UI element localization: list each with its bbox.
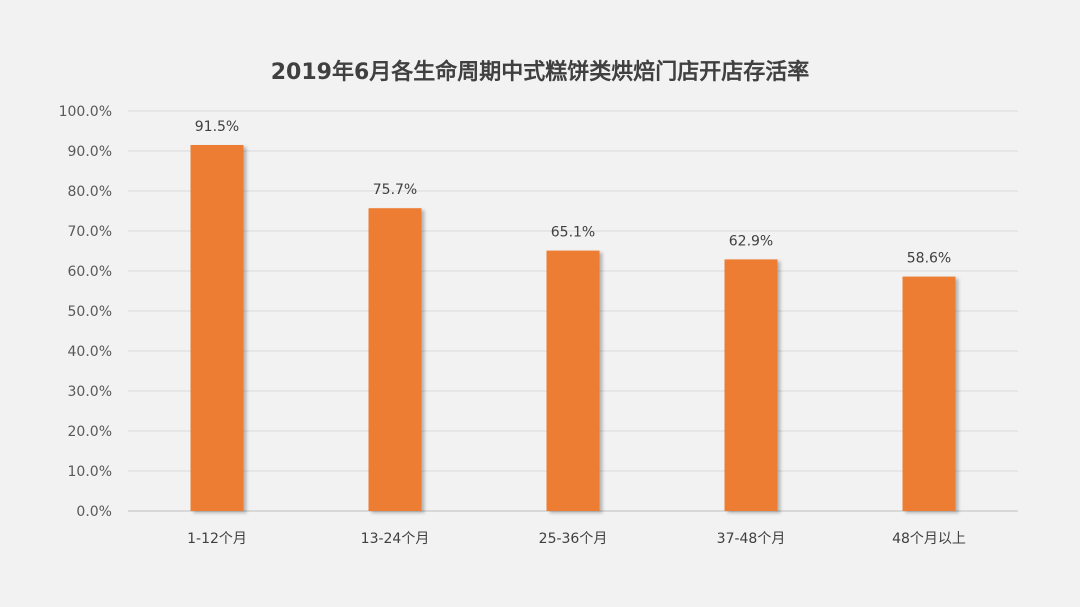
x-tick-label: 1-12个月 [187, 531, 247, 547]
data-label: 58.6% [907, 251, 951, 267]
bar [724, 259, 778, 511]
y-tick-label: 70.0% [68, 224, 112, 240]
x-tick-label: 37-48个月 [717, 531, 786, 547]
y-tick-label: 90.0% [68, 144, 112, 160]
data-label: 65.1% [551, 225, 595, 241]
data-label: 62.9% [729, 233, 773, 249]
y-tick-label: 100.0% [59, 104, 112, 120]
x-tick-label: 25-36个月 [539, 531, 608, 547]
y-tick-label: 50.0% [68, 304, 112, 320]
y-tick-label: 20.0% [68, 424, 112, 440]
y-tick-label: 60.0% [68, 264, 112, 280]
bar [368, 208, 422, 511]
y-tick-label: 0.0% [76, 504, 112, 520]
x-tick-label: 13-24个月 [361, 531, 430, 547]
y-tick-label: 10.0% [68, 464, 112, 480]
y-tick-label: 40.0% [68, 344, 112, 360]
data-label: 75.7% [373, 182, 417, 198]
data-label: 91.5% [195, 119, 239, 135]
chart-title: 2019年6月各生命周期中式糕饼类烘焙门店开店存活率 [270, 60, 810, 85]
bar [546, 250, 600, 511]
x-tick-label: 48个月以上 [892, 531, 966, 547]
bar [902, 276, 956, 511]
bar [190, 145, 244, 511]
y-tick-label: 30.0% [68, 384, 112, 400]
y-tick-label: 80.0% [68, 184, 112, 200]
